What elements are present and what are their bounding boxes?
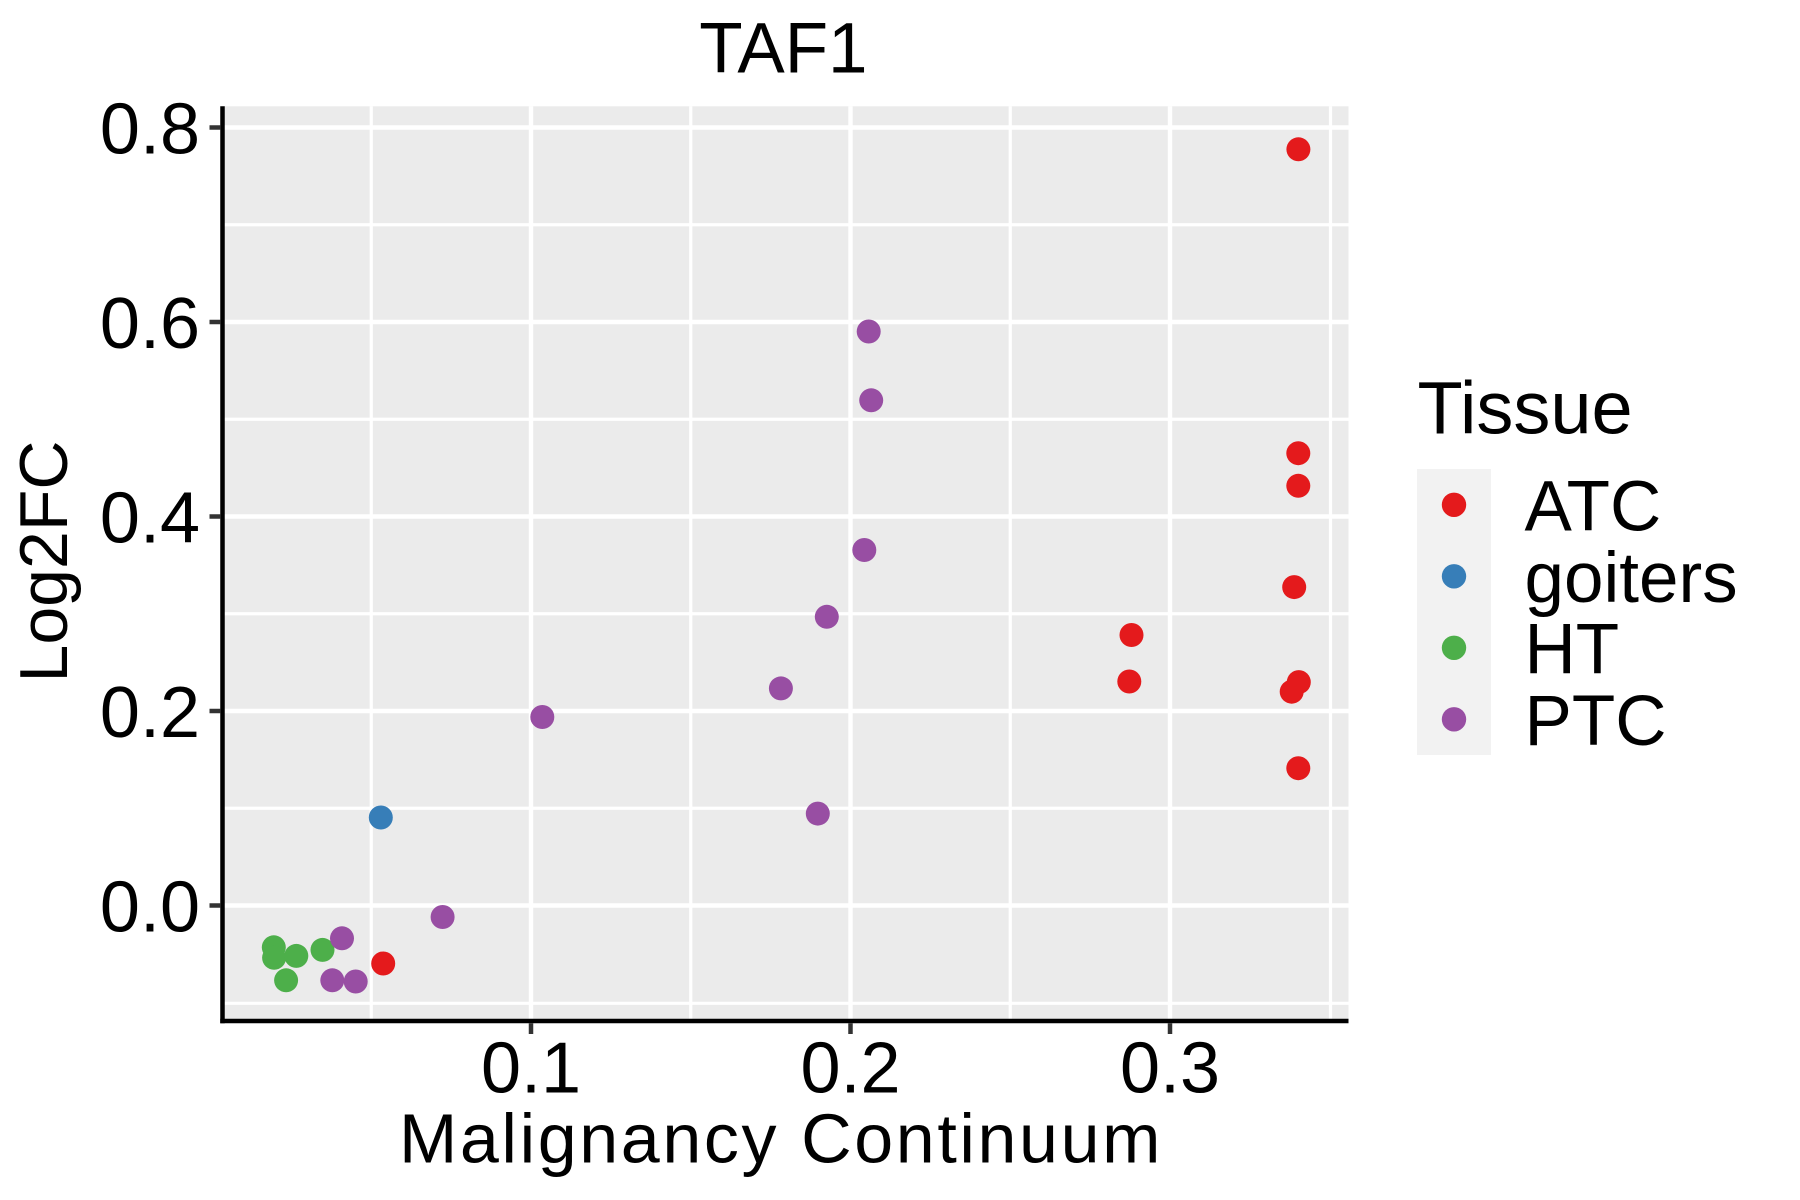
svg-text:0.8: 0.8 <box>100 90 200 170</box>
svg-text:0.1: 0.1 <box>481 1029 581 1109</box>
svg-text:0.4: 0.4 <box>100 479 200 559</box>
svg-text:0.0: 0.0 <box>100 868 200 948</box>
svg-text:0.3: 0.3 <box>1120 1029 1220 1109</box>
svg-text:Malignancy Continuum: Malignancy Continuum <box>399 1100 1163 1178</box>
svg-text:Log2FC: Log2FC <box>6 441 82 683</box>
svg-text:ATC: ATC <box>1525 468 1662 547</box>
svg-text:Tissue: Tissue <box>1418 367 1633 450</box>
svg-text:HT: HT <box>1525 611 1620 690</box>
svg-text:PTC: PTC <box>1525 682 1667 761</box>
svg-text:0.2: 0.2 <box>800 1029 900 1109</box>
svg-text:goiters: goiters <box>1525 539 1738 618</box>
svg-text:0.6: 0.6 <box>100 284 200 364</box>
svg-text:TAF1: TAF1 <box>699 10 867 89</box>
svg-text:0.2: 0.2 <box>100 673 200 753</box>
